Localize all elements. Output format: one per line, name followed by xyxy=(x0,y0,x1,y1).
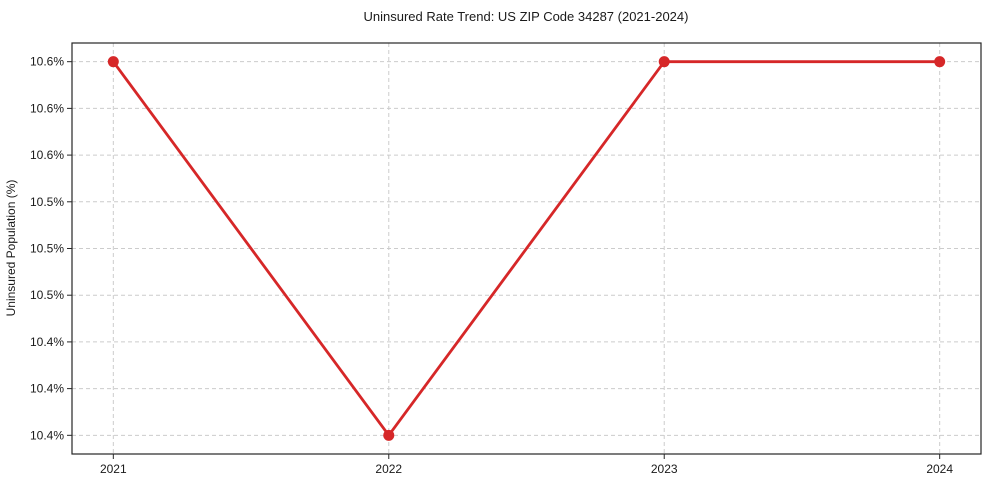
data-point-2021 xyxy=(107,56,119,68)
grid-layer xyxy=(72,43,981,454)
y-tick-label: 10.5% xyxy=(30,195,64,209)
plot-border xyxy=(71,42,982,455)
x-tick-label: 2021 xyxy=(100,462,127,476)
x-tick-label: 2024 xyxy=(926,462,953,476)
y-tick-label: 10.6% xyxy=(30,55,64,69)
x-tick-label: 2022 xyxy=(375,462,402,476)
y-tick-label: 10.5% xyxy=(30,288,64,302)
x-tick-label: 2023 xyxy=(651,462,678,476)
y-tick-label: 10.4% xyxy=(30,382,64,396)
series-layer xyxy=(107,56,946,441)
y-tick-label: 10.4% xyxy=(30,428,64,442)
data-point-2023 xyxy=(658,56,670,68)
y-tick-label: 10.6% xyxy=(30,101,64,115)
y-axis-label: Uninsured Population (%) xyxy=(4,180,18,317)
y-tick-label: 10.4% xyxy=(30,335,64,349)
data-point-2024 xyxy=(934,56,946,68)
trend-line xyxy=(111,60,942,437)
data-point-2022 xyxy=(383,429,395,441)
axis-layer: 10.4% 10.4% 10.4% 10.5% 10.5% 10.5% 10.6% 10.6%… xyxy=(30,42,982,476)
chart-title: Uninsured Rate Trend: US ZIP Code 34287 … xyxy=(364,9,689,24)
y-tick-label: 10.6% xyxy=(30,148,64,162)
y-tick-label: 10.5% xyxy=(30,242,64,256)
